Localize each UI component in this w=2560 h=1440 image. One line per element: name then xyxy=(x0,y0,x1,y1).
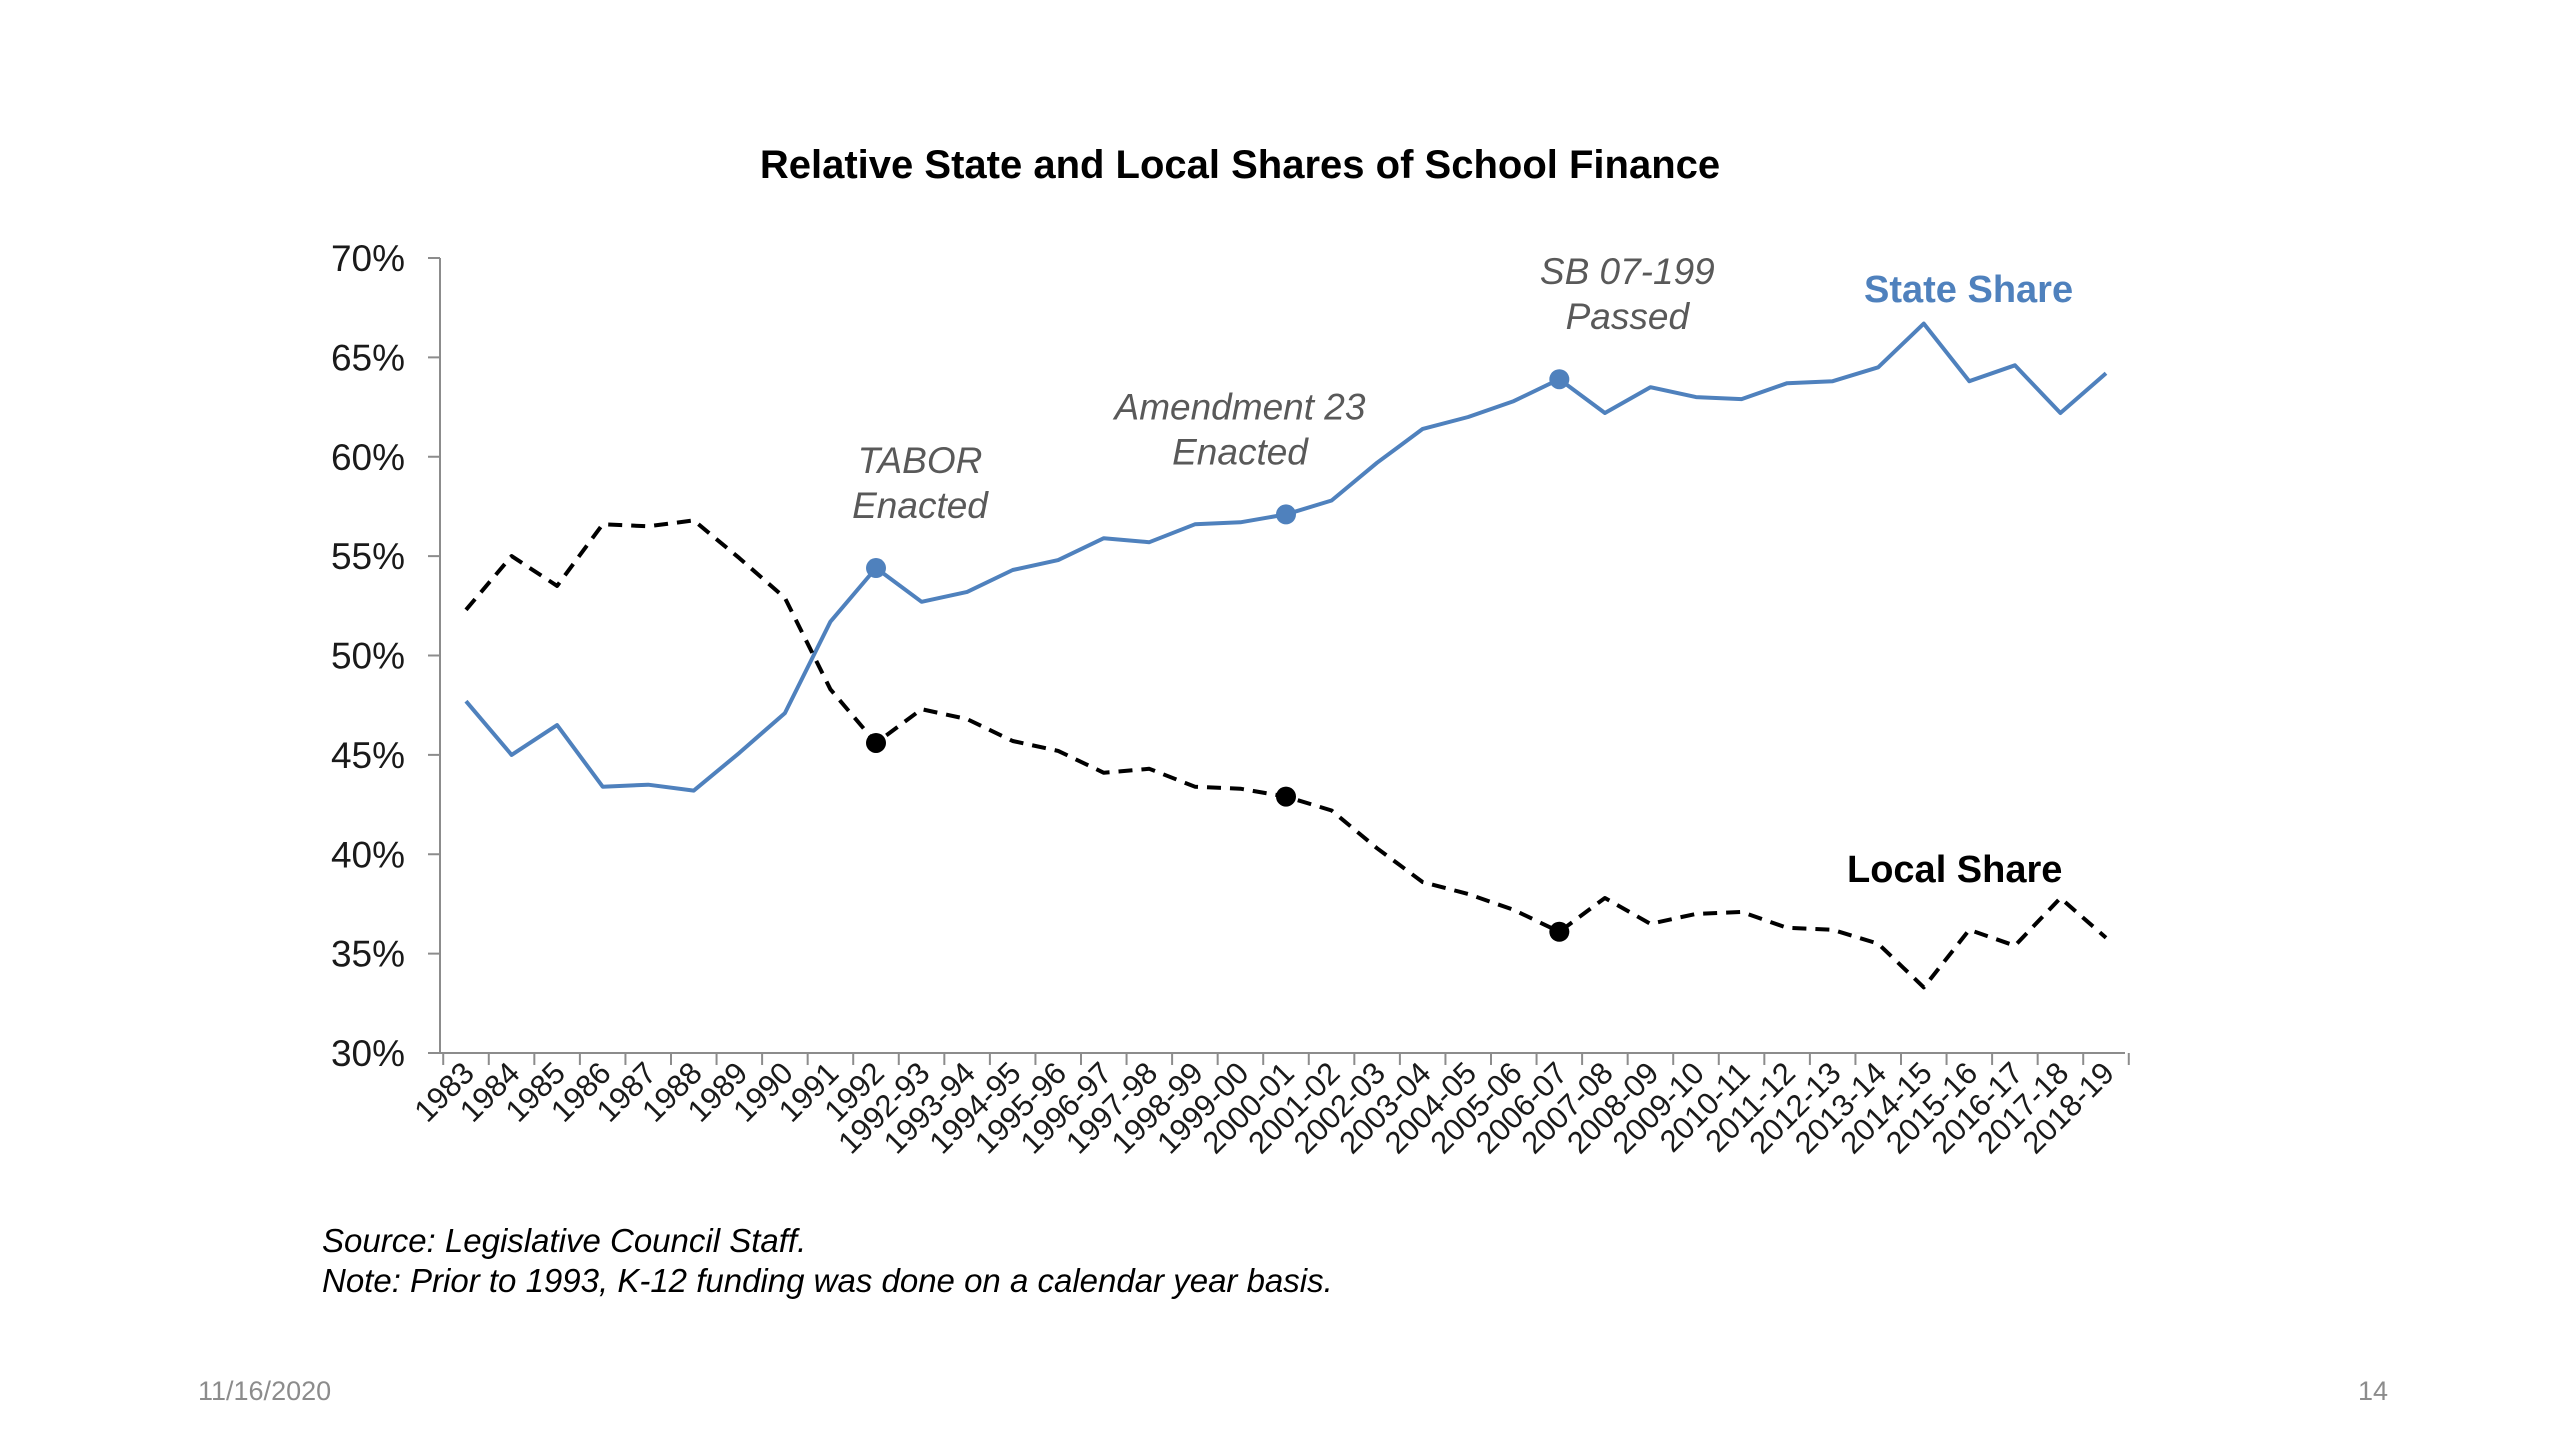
chart-title: Relative State and Local Shares of Schoo… xyxy=(760,143,1720,187)
annotation-line: SB 07-199 xyxy=(1540,251,1715,292)
annotation-line: TABOR xyxy=(858,440,983,481)
y-axis-ticks: 30% 35% 40% 45% 50% 55% 60% 65% 70% xyxy=(331,238,440,1074)
local-share-marker xyxy=(1276,786,1296,807)
y-tick-label: 30% xyxy=(331,1033,405,1074)
event-markers xyxy=(866,369,1570,942)
y-tick-label: 60% xyxy=(331,437,405,478)
y-tick-label: 50% xyxy=(331,636,405,677)
local-share-marker xyxy=(866,732,886,753)
local-share-label: Local Share xyxy=(1847,849,2062,891)
local-share-line xyxy=(464,518,2108,990)
y-tick-label: 65% xyxy=(331,337,405,378)
y-tick-label: 35% xyxy=(331,934,405,975)
event-annotation: TABOR Enacted xyxy=(852,440,989,526)
annotation-line: Enacted xyxy=(1172,431,1309,472)
y-tick-label: 55% xyxy=(331,536,405,577)
y-tick-label: 40% xyxy=(331,834,405,875)
slide-number: 14 xyxy=(2358,1376,2389,1406)
slide-date: 11/16/2020 xyxy=(198,1376,332,1406)
y-tick-label: 45% xyxy=(331,735,405,776)
annotation-line: Passed xyxy=(1566,296,1691,337)
state-share-marker xyxy=(866,558,886,579)
local-share-marker xyxy=(1549,921,1570,942)
state-share-marker xyxy=(1549,369,1570,390)
x-axis-ticks: 1983198419851986198719881989199019911992… xyxy=(407,1053,2130,1160)
state-share-label: State Share xyxy=(1864,269,2073,311)
annotation-line: Enacted xyxy=(852,485,989,526)
source-note: Source: Legislative Council Staff. xyxy=(322,1222,807,1259)
state-share-marker xyxy=(1276,504,1296,525)
event-annotation: Amendment 23 Enacted xyxy=(1113,386,1366,472)
axes xyxy=(439,258,2125,1054)
funding-basis-note: Note: Prior to 1993, K-12 funding was do… xyxy=(322,1262,1333,1299)
event-annotation: SB 07-199 Passed xyxy=(1540,251,1715,337)
y-tick-label: 70% xyxy=(331,238,405,279)
annotation-line: Amendment 23 xyxy=(1113,386,1366,427)
